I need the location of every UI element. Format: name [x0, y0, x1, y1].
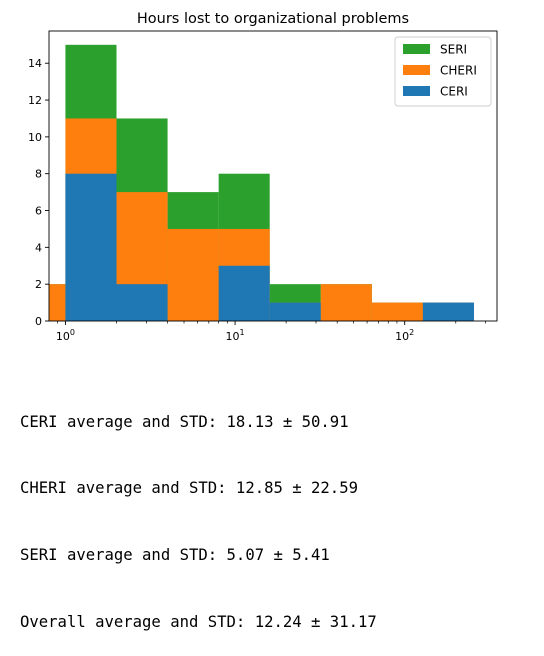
chart-svg: Hours lost to organizational problems 0 2 4…: [28, 11, 498, 343]
legend-swatch-seri: [403, 44, 430, 54]
y-tick-label-4: 8: [35, 168, 42, 181]
legend-swatch-ceri: [403, 86, 430, 96]
legend-swatch-cheri: [403, 65, 430, 75]
y-tick-label-7: 14: [28, 57, 42, 70]
output-line-seri: SERI average and STD: 5.07 ± 5.41: [20, 546, 330, 565]
output-line-ceri: CERI average and STD: 18.13 ± 50.91: [20, 412, 349, 431]
output-line-cheri: CHERI average and STD: 12.85 ± 22.59: [20, 479, 358, 498]
legend-label-seri: SERI: [440, 43, 467, 57]
bar-cheri-0: [49, 284, 66, 321]
legend-label-ceri: CERI: [440, 85, 468, 99]
x-tick-label-2: 102: [395, 328, 414, 343]
y-tick-label-0: 0: [35, 315, 42, 328]
x-tick-label-0: 100: [56, 328, 75, 343]
bar-cheri-3: [167, 228, 219, 321]
chart-title: Hours lost to organizational problems: [137, 11, 409, 27]
bar-ceri-2: [116, 284, 168, 321]
y-tick-label-3: 6: [35, 205, 42, 218]
bar-cheri-7: [371, 302, 423, 321]
bar-ceri-1: [65, 173, 117, 321]
histogram-chart: Hours lost to organizational problems 0 2 4…: [28, 11, 498, 343]
y-tick-label-5: 10: [28, 131, 42, 144]
y-tick-label-2: 4: [35, 241, 42, 254]
y-tick-label-1: 2: [35, 278, 42, 291]
bar-cheri-6: [320, 284, 372, 321]
bar-ceri-5: [269, 302, 321, 321]
legend: SERI CHERI CERI: [394, 36, 492, 107]
plot-frame: [48, 30, 498, 322]
bar-ceri-4: [218, 265, 270, 321]
stats-output: CERI average and STD: 18.13 ± 50.91 CHER…: [20, 366, 377, 656]
bar-ceri-8: [422, 302, 474, 321]
bars-group: [49, 44, 474, 321]
y-tick-label-6: 12: [28, 94, 42, 107]
x-tick-label-1: 101: [226, 328, 245, 343]
legend-label-cheri: CHERI: [440, 64, 477, 78]
output-line-overall: Overall average and STD: 12.24 ± 31.17: [20, 613, 377, 632]
